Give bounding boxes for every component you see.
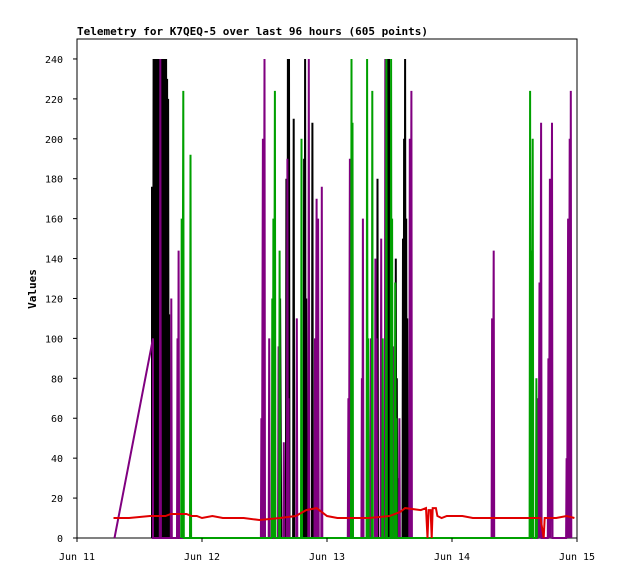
- series-line-4: [113, 506, 575, 539]
- y-tick-label: 220: [45, 95, 63, 106]
- y-axis-label: Values: [26, 269, 39, 309]
- y-tick-label: 20: [51, 494, 63, 505]
- x-tick-label: Jun 13: [309, 552, 345, 563]
- y-tick-label: 60: [51, 414, 63, 425]
- chart-title: Telemetry for K7QEQ-5 over last 96 hours…: [77, 25, 428, 38]
- y-tick-label: 180: [45, 175, 63, 186]
- y-axis: 0 20 40 60 80 100 120 140 160 180 200 220 240: [45, 55, 77, 545]
- y-tick-label: 100: [45, 334, 63, 345]
- x-tick-label: Jun 12: [184, 552, 220, 563]
- y-tick-label: 40: [51, 454, 63, 465]
- x-tick-label: Jun 15: [559, 552, 595, 563]
- y-tick-label: 160: [45, 215, 63, 226]
- y-tick-label: 120: [45, 294, 63, 305]
- y-tick-label: 140: [45, 255, 63, 266]
- y-tick-label: 0: [57, 534, 63, 545]
- y-tick-label: 200: [45, 135, 63, 146]
- x-tick-label: Jun 11: [59, 552, 95, 563]
- y-tick-label: 240: [45, 55, 63, 66]
- x-axis: Jun 11 Jun 12 Jun 13 Jun 14 Jun 15: [59, 538, 595, 563]
- series-line-2: [113, 58, 573, 539]
- y-tick-label: 80: [51, 374, 63, 385]
- x-tick-label: Jun 14: [434, 552, 470, 563]
- series-line-3: [180, 58, 538, 539]
- series-layer: [113, 58, 575, 539]
